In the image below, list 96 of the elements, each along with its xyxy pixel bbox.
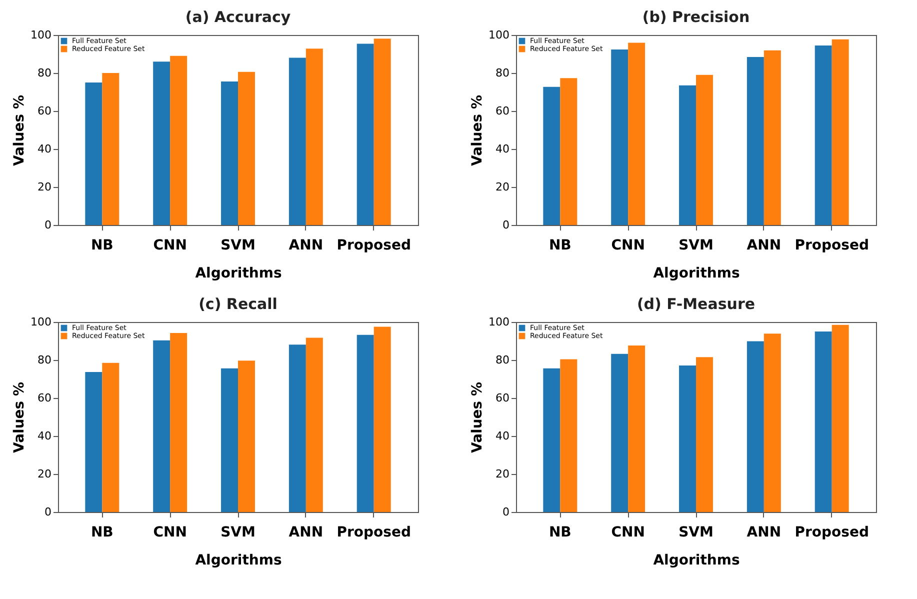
bar bbox=[814, 45, 832, 225]
x-tick-label: SVM bbox=[678, 238, 714, 254]
x-axis-title: Algorithms bbox=[195, 552, 282, 568]
bar bbox=[153, 340, 170, 512]
bar bbox=[85, 82, 102, 225]
y-tick-label: 80 bbox=[38, 354, 52, 366]
x-tick-label: Proposed bbox=[336, 238, 411, 254]
bar bbox=[356, 334, 374, 512]
x-axis-title: Algorithms bbox=[195, 266, 282, 282]
y-tick-label: 20 bbox=[496, 180, 510, 194]
y-tick-label: 100 bbox=[30, 316, 52, 328]
bar bbox=[374, 326, 391, 512]
x-tick-label: ANN bbox=[746, 238, 782, 254]
y-tick-label: 80 bbox=[496, 354, 510, 366]
bar bbox=[102, 73, 120, 225]
bar bbox=[221, 82, 238, 225]
bar bbox=[306, 48, 323, 225]
bar bbox=[153, 62, 170, 225]
bar bbox=[288, 344, 306, 512]
y-tick-label: 40 bbox=[38, 142, 52, 156]
bar bbox=[611, 354, 628, 512]
x-tick-label: NB bbox=[548, 238, 572, 254]
y-tick-label: 100 bbox=[488, 28, 510, 42]
y-tick-label: 20 bbox=[496, 468, 510, 480]
bar bbox=[764, 50, 781, 225]
y-axis-title: Values % bbox=[470, 94, 486, 166]
y-tick-label: 80 bbox=[496, 66, 510, 80]
x-tick-label: Proposed bbox=[336, 524, 411, 540]
y-tick-label: 60 bbox=[496, 392, 510, 404]
x-tick-label: Proposed bbox=[794, 524, 869, 540]
y-tick-label: 20 bbox=[38, 468, 52, 480]
chart-title: (a) Accuracy bbox=[185, 8, 291, 26]
bar bbox=[832, 39, 849, 225]
x-tick-label: SVM bbox=[220, 524, 256, 540]
bar bbox=[628, 346, 646, 512]
x-tick-label: CNN bbox=[611, 238, 645, 254]
y-tick-label: 0 bbox=[502, 218, 510, 232]
x-tick-label: CNN bbox=[153, 524, 187, 540]
y-axis-title: Values % bbox=[12, 94, 28, 166]
y-tick-label: 0 bbox=[44, 218, 52, 232]
bar bbox=[814, 332, 832, 512]
x-tick-label: SVM bbox=[220, 238, 256, 254]
bar bbox=[170, 333, 188, 512]
bar bbox=[170, 56, 188, 225]
y-tick-label: 40 bbox=[496, 430, 510, 442]
y-tick-label: 0 bbox=[502, 506, 510, 518]
y-tick-label: 20 bbox=[38, 180, 52, 194]
bar bbox=[560, 359, 578, 512]
x-axis-title: Algorithms bbox=[653, 266, 740, 282]
bar bbox=[306, 338, 323, 512]
bar bbox=[679, 366, 696, 512]
bar bbox=[764, 334, 781, 512]
bar bbox=[374, 38, 391, 225]
y-tick-label: 60 bbox=[38, 104, 52, 118]
bar bbox=[221, 368, 238, 512]
chart-title: (c) Recall bbox=[198, 295, 278, 313]
y-tick-label: 60 bbox=[496, 104, 510, 118]
y-tick-label: 100 bbox=[30, 28, 52, 42]
y-tick-label: 100 bbox=[488, 316, 510, 328]
bar bbox=[238, 360, 255, 512]
bar bbox=[679, 85, 696, 225]
x-tick-label: ANN bbox=[288, 238, 324, 254]
bar bbox=[628, 42, 646, 225]
bar bbox=[560, 78, 578, 225]
x-tick-label: Proposed bbox=[794, 238, 869, 254]
x-tick-label: CNN bbox=[611, 524, 645, 540]
x-tick-label: ANN bbox=[746, 524, 782, 540]
y-axis-title: Values % bbox=[12, 382, 28, 454]
x-tick-label: NB bbox=[548, 524, 572, 540]
x-tick-label: SVM bbox=[678, 524, 714, 540]
y-tick-label: 40 bbox=[496, 142, 510, 156]
bar bbox=[238, 72, 255, 225]
x-axis-title: Algorithms bbox=[653, 552, 740, 568]
chart-title: (b) Precision bbox=[642, 8, 750, 26]
bar bbox=[543, 86, 560, 225]
bar bbox=[611, 49, 628, 225]
bar bbox=[832, 324, 849, 512]
x-tick-label: NB bbox=[90, 238, 114, 254]
bar bbox=[288, 58, 306, 225]
x-tick-label: CNN bbox=[153, 238, 187, 254]
bar bbox=[746, 341, 764, 512]
bar bbox=[85, 372, 102, 512]
bar bbox=[102, 362, 120, 512]
bar bbox=[543, 368, 560, 512]
bar bbox=[696, 74, 713, 225]
y-tick-label: 60 bbox=[38, 392, 52, 404]
y-tick-label: 40 bbox=[38, 430, 52, 442]
y-tick-label: 0 bbox=[44, 506, 52, 518]
bar bbox=[356, 44, 374, 225]
x-tick-label: NB bbox=[90, 524, 114, 540]
chart-title: (d) F-Measure bbox=[636, 295, 756, 313]
y-axis-title: Values % bbox=[470, 382, 486, 454]
bar bbox=[696, 357, 713, 512]
x-tick-label: ANN bbox=[288, 524, 324, 540]
y-tick-label: 80 bbox=[38, 66, 52, 80]
bar bbox=[746, 57, 764, 225]
